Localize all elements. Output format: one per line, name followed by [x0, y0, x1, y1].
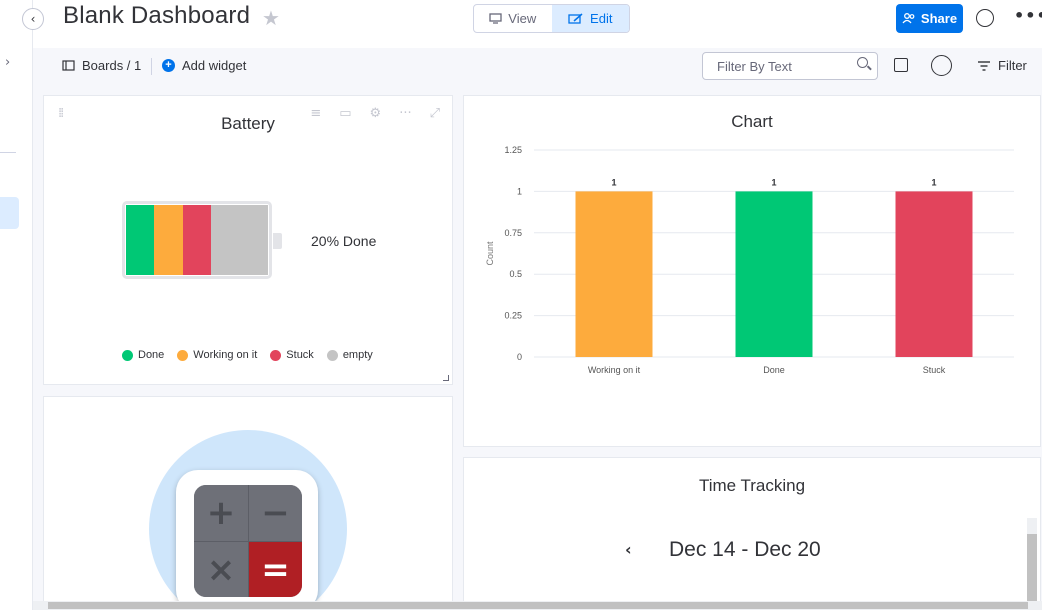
y-tick-label: 0.75 [504, 228, 522, 238]
filter-label: Filter [998, 58, 1027, 73]
person-icon[interactable] [931, 55, 952, 76]
search-icon [857, 57, 868, 68]
boards-label: Boards / 1 [82, 58, 142, 73]
bar [895, 191, 973, 357]
scrollbar-thumb[interactable] [1027, 534, 1037, 610]
chart-title: Chart [731, 112, 773, 131]
legend-item: Done [122, 349, 164, 361]
resize-handle[interactable] [443, 375, 449, 381]
legend-label: Working on it [193, 349, 258, 361]
minus-key: − [249, 485, 302, 541]
expand-icon[interactable]: ⤢ [429, 106, 440, 121]
time-tracking-title: Time Tracking [698, 476, 806, 495]
dashboard-header: ‹ Blank Dashboard ★ View Edit Share ••• [22, 0, 1042, 48]
filter-icon[interactable]: ≡ [310, 106, 322, 121]
drag-handle-icon[interactable]: ⁞⁞ [58, 106, 64, 121]
battery-title: Battery [221, 114, 275, 133]
add-widget-button[interactable]: + Add widget [162, 58, 246, 73]
dashboard-toolbar: Boards / 1 + Add widget Filter By Text F… [33, 48, 1042, 86]
y-tick-label: 0 [517, 352, 522, 362]
x-tick-label: Done [763, 365, 785, 375]
boards-button[interactable]: Boards / 1 [62, 58, 141, 73]
filter-button[interactable]: Filter [977, 58, 1027, 73]
board-icon [62, 60, 75, 71]
plus-key: + [194, 485, 248, 541]
bar-chart: 1.25 1 0.75 0.5 0.25 0 Count 1 Working on it 1 Don… [485, 145, 1014, 375]
times-key: × [194, 542, 248, 597]
battery-done-label: 20% Done [311, 233, 377, 249]
page-title[interactable]: Blank Dashboard [63, 2, 251, 29]
legend-label: Done [138, 349, 165, 361]
widget-tools: ≡ ▭ ⚙ ··· ⤢ [310, 106, 440, 121]
star-icon[interactable]: ★ [262, 6, 280, 30]
legend-item: empty [326, 349, 373, 361]
legend-label: Stuck [286, 349, 314, 361]
battery-segment [154, 205, 183, 275]
share-label: Share [920, 11, 958, 26]
people-icon [902, 13, 915, 24]
data-label: 1 [931, 177, 936, 187]
collapse-button[interactable]: ‹ [22, 8, 44, 30]
legend-item: Working on it [177, 349, 257, 361]
battery-segment [211, 205, 268, 275]
battery-widget: ⁞⁞ Battery ≡ ▭ ⚙ ··· ⤢ 20% Done Done Work… [43, 95, 453, 385]
data-label: 1 [611, 177, 616, 187]
fullscreen-panel-icon[interactable]: ▭ [339, 106, 352, 121]
legend-dot [270, 349, 282, 361]
view-edit-toggle: View Edit [473, 4, 630, 33]
more-options-icon[interactable]: ••• [1014, 6, 1042, 25]
y-tick-label: 1.25 [504, 145, 522, 155]
legend-dot [177, 349, 189, 361]
equals-key: = [249, 542, 302, 597]
battery-indicator [122, 201, 272, 279]
save-icon[interactable] [894, 58, 908, 72]
time-tracking-widget: Time Tracking ‹ Dec 14 - Dec 20 [463, 457, 1041, 610]
rail-divider [0, 152, 16, 153]
plus-icon: + [162, 59, 175, 72]
legend-dot [326, 349, 338, 361]
chart-widget: Chart 1.25 1 0.75 0.5 0.25 0 Count 1 Working on … [463, 95, 1041, 447]
view-label: View [508, 11, 537, 26]
battery-segment [126, 205, 155, 275]
filter-by-text-input[interactable]: Filter By Text [702, 52, 878, 80]
edit-icon [568, 12, 583, 24]
battery-legend: Done Working on it Stuck empty [122, 349, 373, 361]
battery-cap [273, 233, 282, 249]
left-rail: › [0, 0, 33, 610]
x-tick-label: Working on it [588, 365, 641, 375]
toolbar-divider [151, 58, 152, 75]
calculator-icon: + − × = [176, 470, 318, 609]
legend-label: empty [342, 349, 373, 361]
y-axis-label: Count [485, 241, 495, 266]
monitor-icon [489, 13, 502, 24]
legend-dot [122, 349, 133, 361]
edit-button[interactable]: Edit [551, 5, 629, 32]
chat-icon[interactable] [976, 9, 994, 27]
view-button[interactable]: View [474, 5, 552, 32]
horizontal-scrollbar[interactable] [33, 601, 1042, 610]
data-label: 1 [771, 177, 776, 187]
filter-icon [978, 60, 990, 71]
scrollbar-thumb[interactable] [48, 602, 1028, 609]
battery-segment [182, 205, 212, 275]
y-tick-label: 0.25 [504, 311, 522, 321]
rail-active-item[interactable] [0, 197, 19, 229]
add-widget-label: Add widget [182, 58, 247, 73]
bar [735, 191, 813, 357]
share-button[interactable]: Share [896, 4, 963, 33]
date-range: Dec 14 - Dec 20 [669, 538, 821, 561]
x-tick-label: Stuck [923, 365, 946, 375]
more-options-icon[interactable]: ··· [399, 106, 412, 121]
vertical-scrollbar[interactable] [1027, 518, 1037, 610]
legend-item: Stuck [270, 349, 314, 361]
y-tick-label: 0.5 [509, 269, 522, 279]
bar [575, 191, 653, 357]
expand-sidebar-icon[interactable]: › [5, 55, 11, 70]
chevron-left-icon: ‹ [30, 12, 36, 26]
edit-label: Edit [590, 11, 613, 26]
y-tick-label: 1 [517, 186, 522, 196]
settings-icon[interactable]: ⚙ [369, 106, 382, 121]
numbers-widget: + − × = [43, 396, 453, 610]
previous-week-button[interactable]: ‹ [625, 540, 632, 559]
